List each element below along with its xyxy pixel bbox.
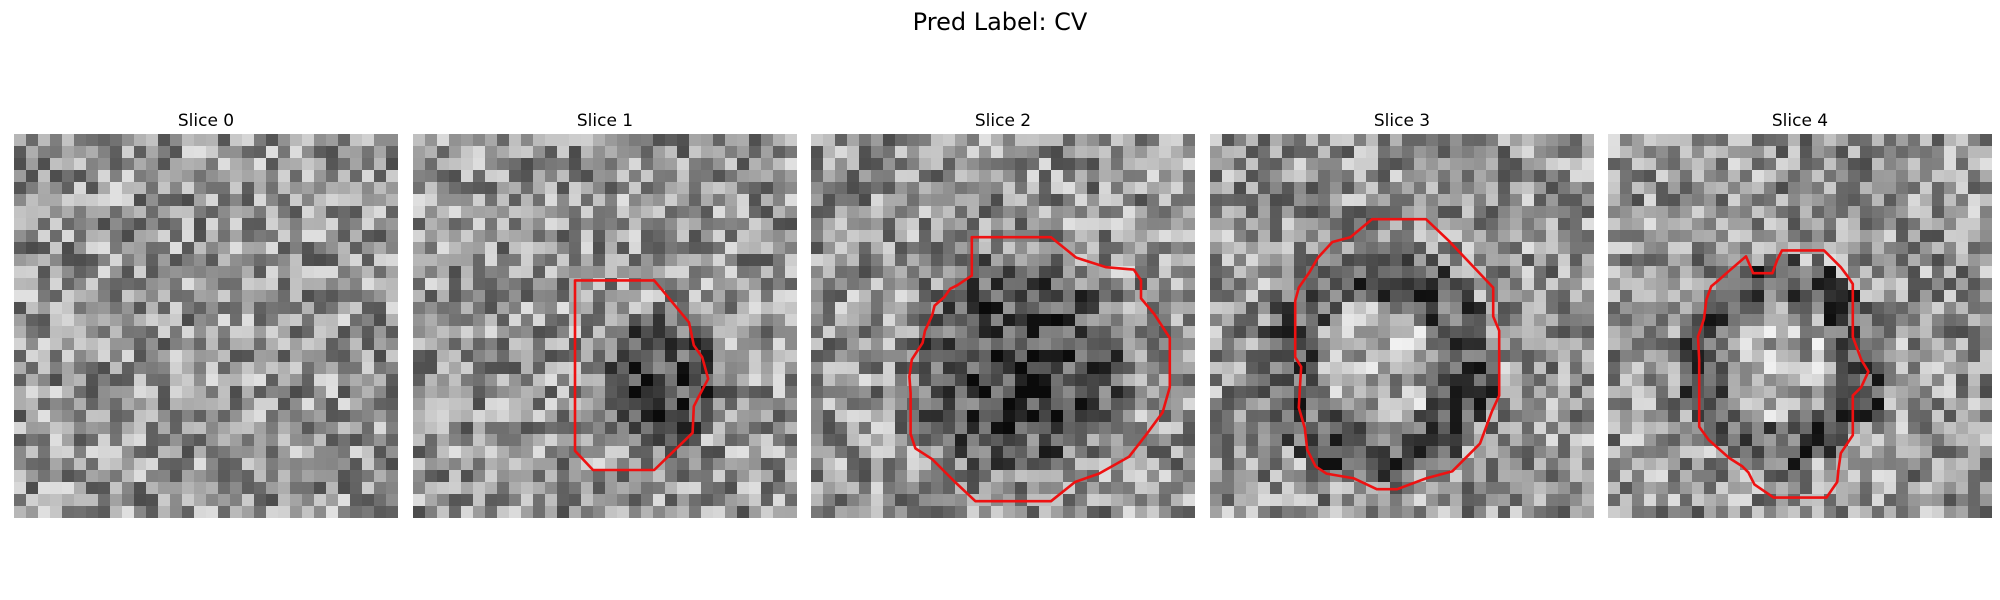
segmentation-contour bbox=[1293, 217, 1501, 491]
slice-panel-4: Slice 4 bbox=[1608, 108, 1992, 518]
slice-title: Slice 2 bbox=[974, 111, 1032, 131]
slice-title: Slice 1 bbox=[576, 111, 634, 131]
slice-image-frame bbox=[1608, 134, 1992, 518]
slice-title: Slice 3 bbox=[1373, 111, 1431, 131]
slice-grayscale-image bbox=[413, 134, 797, 518]
slice-title: Slice 0 bbox=[177, 111, 235, 131]
slice-panel-1: Slice 1 bbox=[413, 108, 797, 518]
segmentation-contour-overlay bbox=[1293, 217, 1501, 491]
segmentation-contour-overlay bbox=[908, 235, 1172, 503]
slice-panel-2: Slice 2 bbox=[811, 108, 1195, 518]
slice-grayscale-image bbox=[1210, 134, 1594, 518]
segmentation-contour bbox=[908, 235, 1172, 503]
slice-image-frame bbox=[413, 134, 797, 518]
slice-grayscale-image bbox=[14, 134, 398, 518]
slice-image-frame bbox=[811, 134, 1195, 518]
slice-image-frame bbox=[1210, 134, 1594, 518]
slice-panel-3: Slice 3 bbox=[1210, 108, 1594, 518]
slice-panel-0: Slice 0 bbox=[14, 108, 398, 518]
segmentation-contour-overlay bbox=[1696, 249, 1870, 499]
slice-grayscale-image bbox=[1608, 134, 1992, 518]
slice-title: Slice 4 bbox=[1771, 111, 1829, 131]
segmentation-contour bbox=[1696, 249, 1870, 499]
segmentation-contour-overlay bbox=[573, 279, 710, 472]
figure-title: Pred Label: CV bbox=[912, 8, 1088, 36]
slice-image-frame bbox=[14, 134, 398, 518]
segmentation-contour bbox=[573, 279, 710, 472]
